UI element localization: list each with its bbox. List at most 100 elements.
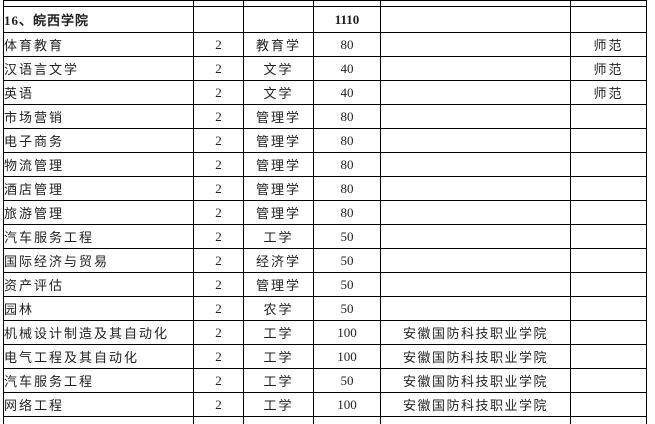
duration-cell: 2 (193, 32, 244, 57)
quota-cell: 50 (313, 368, 381, 393)
discipline-cell: 文学 (243, 56, 314, 81)
major-name-cell: 汉语言文学 (3, 56, 194, 81)
table-row: 汽车服务工程 2 工学 50 安徽国防科技职业学院 (3, 368, 647, 393)
discipline-cell: 管理学 (243, 152, 314, 177)
discipline-cell: 工学 (243, 320, 314, 345)
partner-school-cell (380, 32, 571, 57)
duration-cell: 2 (193, 176, 244, 201)
discipline-cell: 农学 (243, 296, 314, 321)
major-name-cell: 市场营销 (3, 104, 194, 129)
quota-cell: 80 (313, 104, 381, 129)
clipped-row-bottom (3, 416, 647, 424)
note-cell (570, 152, 647, 177)
quota-cell: 50 (313, 248, 381, 273)
partner-school-cell (380, 224, 571, 249)
partner-school-cell: 安徽国防科技职业学院 (380, 392, 571, 417)
discipline-cell: 管理学 (243, 176, 314, 201)
quota-cell: 40 (313, 56, 381, 81)
duration-cell: 2 (193, 104, 244, 129)
partner-school-cell (380, 296, 571, 321)
discipline-cell: 教育学 (243, 32, 314, 57)
major-name-cell: 电气工程及其自动化 (3, 344, 194, 369)
duration-cell: 2 (193, 296, 244, 321)
major-name-cell: 汽车服务工程 (3, 368, 194, 393)
empty-cell (3, 416, 194, 424)
note-cell: 师范 (570, 56, 647, 81)
duration-cell: 2 (193, 368, 244, 393)
note-cell (570, 104, 647, 129)
duration-cell: 2 (193, 224, 244, 249)
quota-cell: 100 (313, 320, 381, 345)
table-row: 汽车服务工程 2 工学 50 (3, 224, 647, 249)
empty-cell (570, 6, 647, 33)
major-name-cell: 英语 (3, 80, 194, 105)
note-cell (570, 392, 647, 417)
empty-cell (380, 416, 571, 424)
discipline-cell: 管理学 (243, 200, 314, 225)
table-row: 电气工程及其自动化 2 工学 100 安徽国防科技职业学院 (3, 344, 647, 369)
enrollment-plan-table: 16、皖西学院 1110 体育教育 2 教育学 80 师范 汉语言文学 2 文学… (3, 0, 647, 424)
table-bottom-section (3, 416, 647, 424)
major-name-cell: 机械设计制造及其自动化 (3, 320, 194, 345)
table-row: 电子商务 2 管理学 80 (3, 128, 647, 153)
discipline-cell: 工学 (243, 392, 314, 417)
partner-school-cell (380, 200, 571, 225)
partner-school-cell (380, 272, 571, 297)
partner-school-cell: 安徽国防科技职业学院 (380, 368, 571, 393)
note-cell (570, 368, 647, 393)
partner-school-cell (380, 176, 571, 201)
quota-cell: 40 (313, 80, 381, 105)
empty-cell (380, 6, 571, 33)
table-row: 市场营销 2 管理学 80 (3, 104, 647, 129)
major-name-cell: 旅游管理 (3, 200, 194, 225)
partner-school-cell (380, 56, 571, 81)
section-header-row: 16、皖西学院 1110 (3, 6, 647, 33)
empty-cell (193, 416, 244, 424)
duration-cell: 2 (193, 272, 244, 297)
discipline-cell: 文学 (243, 80, 314, 105)
major-name-cell: 汽车服务工程 (3, 224, 194, 249)
section-title: 16、皖西学院 (3, 6, 194, 33)
quota-cell: 80 (313, 32, 381, 57)
table-row: 酒店管理 2 管理学 80 (3, 176, 647, 201)
quota-cell: 100 (313, 392, 381, 417)
quota-cell: 80 (313, 200, 381, 225)
empty-cell (313, 416, 381, 424)
table-row: 英语 2 文学 40 师范 (3, 80, 647, 105)
note-cell (570, 176, 647, 201)
table-row: 机械设计制造及其自动化 2 工学 100 安徽国防科技职业学院 (3, 320, 647, 345)
note-cell (570, 296, 647, 321)
quota-cell: 50 (313, 224, 381, 249)
duration-cell: 2 (193, 248, 244, 273)
table-row: 资产评估 2 管理学 50 (3, 272, 647, 297)
discipline-cell: 管理学 (243, 104, 314, 129)
duration-cell: 2 (193, 392, 244, 417)
table-row: 旅游管理 2 管理学 80 (3, 200, 647, 225)
partner-school-cell: 安徽国防科技职业学院 (380, 344, 571, 369)
table-row: 物流管理 2 管理学 80 (3, 152, 647, 177)
quota-cell: 80 (313, 128, 381, 153)
note-cell (570, 248, 647, 273)
table-data-rows: 体育教育 2 教育学 80 师范 汉语言文学 2 文学 40 师范 英语 2 文… (3, 32, 647, 417)
major-name-cell: 物流管理 (3, 152, 194, 177)
discipline-cell: 工学 (243, 224, 314, 249)
major-name-cell: 园林 (3, 296, 194, 321)
discipline-cell: 管理学 (243, 272, 314, 297)
major-name-cell: 网络工程 (3, 392, 194, 417)
discipline-cell: 管理学 (243, 128, 314, 153)
partner-school-cell (380, 104, 571, 129)
note-cell (570, 224, 647, 249)
table-row: 汉语言文学 2 文学 40 师范 (3, 56, 647, 81)
empty-cell (243, 416, 314, 424)
major-name-cell: 国际经济与贸易 (3, 248, 194, 273)
duration-cell: 2 (193, 80, 244, 105)
quota-cell: 80 (313, 176, 381, 201)
major-name-cell: 体育教育 (3, 32, 194, 57)
table-row: 国际经济与贸易 2 经济学 50 (3, 248, 647, 273)
duration-cell: 2 (193, 128, 244, 153)
empty-cell (193, 6, 244, 33)
discipline-cell: 经济学 (243, 248, 314, 273)
quota-cell: 100 (313, 344, 381, 369)
partner-school-cell (380, 248, 571, 273)
